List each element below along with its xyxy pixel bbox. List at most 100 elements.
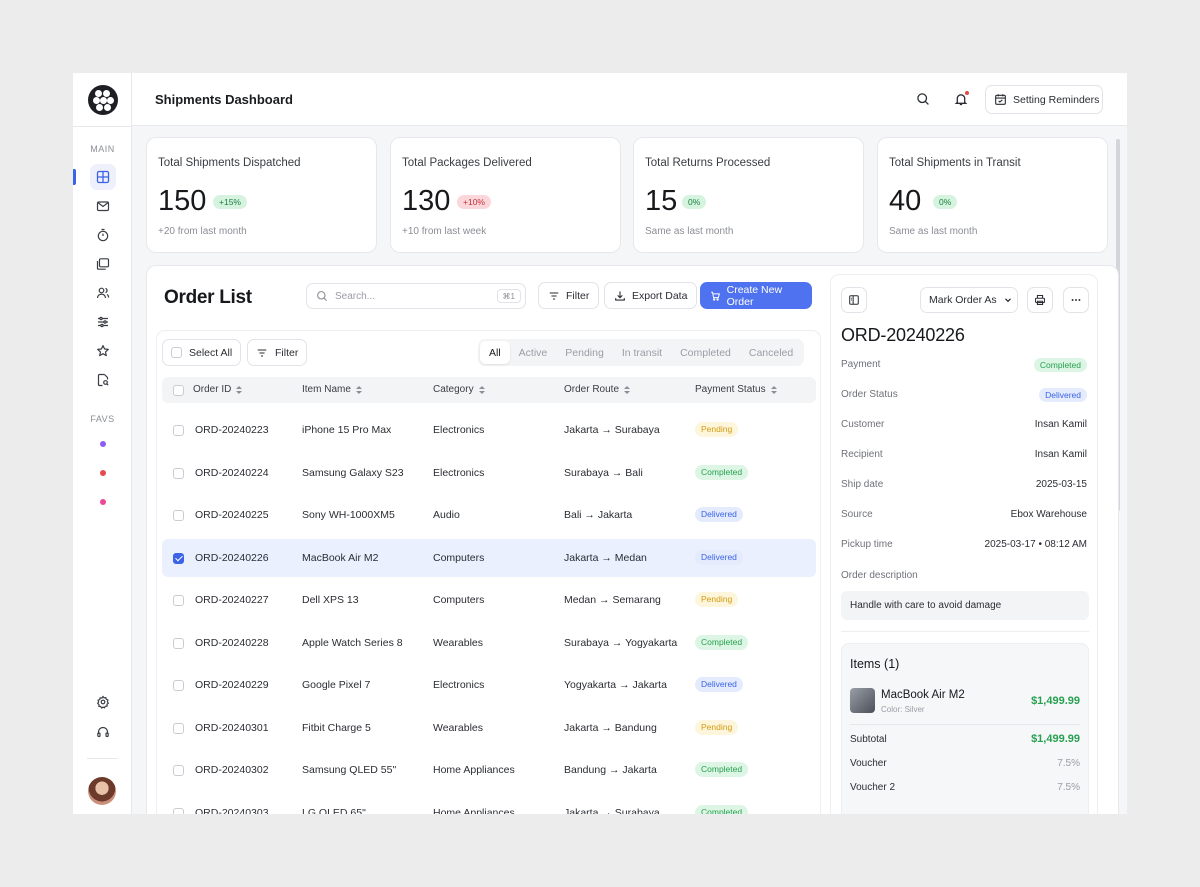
select-all-checkbox[interactable] <box>171 347 182 358</box>
detail-field-label: Recipient <box>841 449 883 460</box>
payment-status-badge: Delivered <box>695 507 743 522</box>
row-checkbox[interactable] <box>173 510 184 521</box>
order-id-cell: ORD-20240228 <box>195 636 269 649</box>
items-divider <box>850 724 1080 725</box>
stat-value: 150 <box>158 185 207 217</box>
payment-status-badge: Delivered <box>695 549 743 565</box>
table-row[interactable]: ORD-20240227 Dell XPS 13 Computers Medan → … <box>162 581 816 619</box>
order-id-cell: ORD-20240301 <box>195 721 269 734</box>
select-all-button[interactable]: Select All <box>162 339 242 366</box>
item-variant: Color: Silver <box>881 705 925 714</box>
stat-change-badge: 0% <box>682 195 707 209</box>
tab-pending[interactable]: Pending <box>565 346 604 359</box>
sidebar-item-dashboard[interactable] <box>90 164 116 190</box>
column-header-category[interactable]: Category <box>433 384 485 395</box>
table-row[interactable]: ORD-20240224 Samsung Galaxy S23 Electronic… <box>162 454 816 492</box>
order-route-cell: Jakarta → Medan <box>564 551 647 564</box>
order-table: Select All Filter All Active Pending In … <box>156 330 821 814</box>
mark-order-as-dropdown[interactable]: Mark Order As <box>920 287 1018 313</box>
table-row[interactable]: ORD-20240223 iPhone 15 Pro Max Electronics… <box>162 411 816 449</box>
row-checkbox[interactable] <box>173 680 184 691</box>
export-data-button[interactable]: Export Data <box>604 282 698 309</box>
detail-field-value: Ebox Warehouse <box>1010 509 1087 520</box>
column-header-order-id[interactable]: Order ID <box>193 384 243 395</box>
stat-value: 15 <box>645 185 678 217</box>
more-options-button[interactable] <box>1063 287 1089 313</box>
item-name-cell: Samsung Galaxy S23 <box>302 466 404 479</box>
payment-status-badge: Pending <box>695 719 739 735</box>
table-row[interactable]: ORD-20240228 Apple Watch Series 8 Wearable… <box>162 624 816 662</box>
sidebar-settings[interactable] <box>90 689 116 715</box>
users-icon <box>96 287 110 299</box>
setting-reminders-button[interactable]: Setting Reminders <box>985 85 1103 114</box>
row-checkbox[interactable] <box>173 467 184 479</box>
table-row[interactable]: ORD-20240226 MacBook Air M2 Computers Jakar… <box>162 538 816 577</box>
row-checkbox[interactable] <box>173 552 184 564</box>
payment-status-badge: Pending <box>695 422 739 437</box>
sidebar-item-favorites[interactable] <box>90 338 116 364</box>
tab-active[interactable]: Active <box>518 346 548 359</box>
voucher-value: 7.5% <box>1057 758 1080 769</box>
gear-icon <box>96 695 110 709</box>
search-input[interactable]: Search... ⌘1 <box>306 283 526 309</box>
row-checkbox[interactable] <box>173 722 184 734</box>
toggle-panel-button[interactable] <box>841 287 867 313</box>
section-label-main: MAIN <box>90 144 115 154</box>
table-row[interactable]: ORD-20240229 Google Pixel 7 Electronics Yog… <box>162 666 816 704</box>
sidebar-item-users[interactable] <box>90 280 116 306</box>
column-header-order-route[interactable]: Order Route <box>564 384 631 395</box>
fav-item-purple[interactable] <box>100 441 106 447</box>
tab-completed[interactable]: Completed <box>680 346 731 359</box>
payment-status-badge: Pending <box>695 592 739 607</box>
table-filter-button[interactable]: Filter <box>247 339 308 366</box>
fav-item-pink[interactable] <box>100 499 106 505</box>
category-cell: Home Appliances <box>433 764 515 776</box>
search-button[interactable] <box>914 90 932 108</box>
brand-logo[interactable] <box>88 85 118 115</box>
stat-title: Total Shipments Dispatched <box>158 157 301 169</box>
sort-icon <box>236 385 243 394</box>
row-checkbox[interactable] <box>173 765 184 776</box>
stat-change-badge: +10% <box>457 195 491 209</box>
sidebar-item-messages[interactable] <box>90 193 116 219</box>
order-route-cell: Medan → Semarang <box>564 594 661 606</box>
row-checkbox[interactable] <box>173 425 184 436</box>
table-row[interactable]: ORD-20240225 Sony WH-1000XM5 Audio Bali → J… <box>162 496 816 534</box>
category-cell: Electronics <box>433 424 485 436</box>
cart-icon <box>711 291 720 301</box>
print-button[interactable] <box>1027 287 1053 313</box>
notifications-button[interactable] <box>952 90 970 108</box>
order-route-cell: Jakarta → Surabaya <box>564 806 660 815</box>
row-checkbox[interactable] <box>173 807 184 814</box>
stat-subtext: Same as last month <box>889 226 978 237</box>
sidebar-item-timer[interactable] <box>90 222 116 248</box>
column-header-payment-status[interactable]: Payment Status <box>695 384 777 395</box>
fav-item-red[interactable] <box>100 470 106 476</box>
table-row[interactable]: ORD-20240303 LG OLED 65" Home Appliances Ja… <box>162 794 816 815</box>
table-row[interactable]: ORD-20240301 Fitbit Charge 5 Wearables Jaka… <box>162 709 816 747</box>
avatar[interactable] <box>88 777 116 805</box>
table-header: Order ID Item Name Category Order Route … <box>162 377 816 403</box>
sidebar-support[interactable] <box>90 719 116 745</box>
row-checkbox[interactable] <box>173 637 184 649</box>
section-label-favs: FAVS <box>90 414 115 424</box>
setting-reminders-label: Setting Reminders <box>1013 93 1100 106</box>
filter-button[interactable]: Filter <box>538 282 600 309</box>
column-header-item-name[interactable]: Item Name <box>302 384 362 395</box>
tab-all[interactable]: All <box>480 341 510 364</box>
detail-field-value: Insan Kamil <box>1034 419 1087 430</box>
column-label: Category <box>433 384 474 395</box>
sidebar-item-sliders[interactable] <box>90 309 116 335</box>
table-row[interactable]: ORD-20240302 Samsung QLED 55" Home Applian… <box>162 751 816 789</box>
search-placeholder: Search... <box>335 290 376 302</box>
mail-icon <box>96 201 110 212</box>
sidebar-item-documents[interactable] <box>90 251 116 277</box>
sidebar-item-reports[interactable] <box>90 367 116 393</box>
item-name-cell: MacBook Air M2 <box>302 551 379 564</box>
tab-in-transit[interactable]: In transit <box>621 346 663 359</box>
row-checkbox[interactable] <box>173 595 184 606</box>
stat-subtext: +20 from last month <box>158 226 247 237</box>
create-new-order-button[interactable]: Create New Order <box>700 282 812 309</box>
tab-canceled[interactable]: Canceled <box>748 346 794 359</box>
header-checkbox[interactable] <box>173 385 184 396</box>
